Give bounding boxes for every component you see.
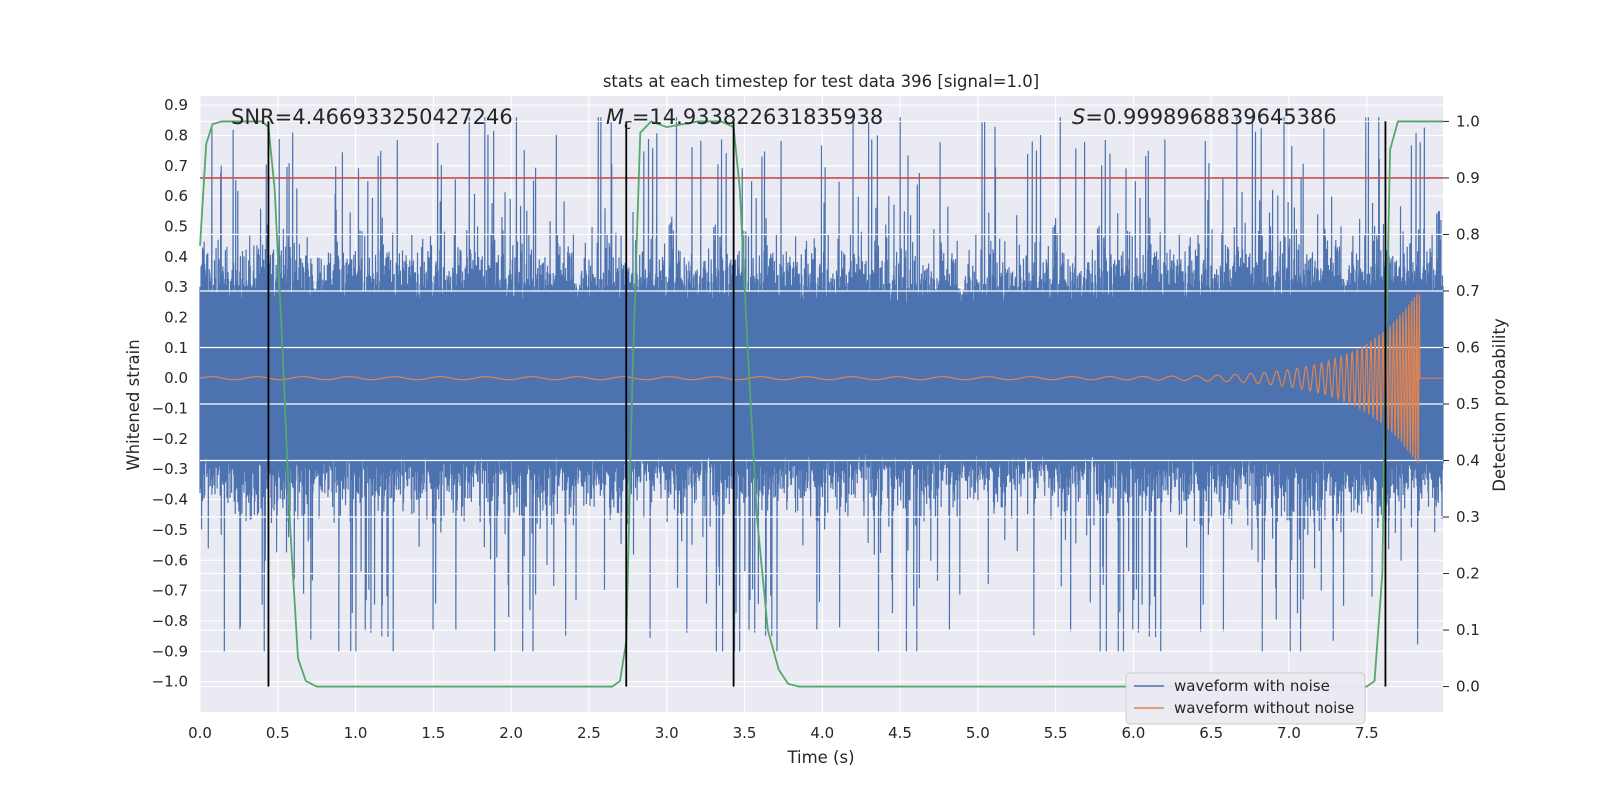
y-left-tick-label: −0.2 (152, 430, 188, 448)
x-axis-label: Time (s) (786, 748, 854, 767)
x-tick-label: 7.0 (1277, 724, 1301, 742)
x-tick-label: 2.5 (577, 724, 601, 742)
y-right-tick-label: 0.6 (1456, 338, 1480, 356)
y-right-tick-label: 0.4 (1456, 452, 1480, 470)
legend-label-clean: waveform without noise (1174, 699, 1354, 717)
clean-waveform-line (199, 293, 1443, 464)
mc-subscript: c (624, 117, 632, 133)
legend-box (1125, 672, 1366, 725)
y-right-tick-label: 0.7 (1456, 282, 1480, 300)
y-axis-left-ticks: 0.9 0.8 0.7 0.6 0.5 0.4 0.3 0.2 0.1 0.0 −0.1 −0.2 −0… (152, 96, 188, 691)
y-left-tick-label: −0.5 (152, 521, 188, 539)
vertical-markers (267, 121, 1387, 687)
legend-label-noisy: waveform with noise (1174, 677, 1330, 695)
mc-symbol: M (606, 105, 624, 129)
s-symbol: S (1072, 105, 1085, 129)
s-value: =0.9998968839645386 (1085, 105, 1336, 129)
y-right-tick-label: 0.5 (1456, 395, 1480, 413)
y-right-tick-label: 0.2 (1456, 565, 1480, 583)
x-tick-label: 5.5 (1044, 724, 1068, 742)
x-tick-label: 3.5 (733, 724, 757, 742)
legend: waveform with noise waveform without noi… (1125, 672, 1366, 725)
y-left-tick-label: 0.4 (164, 248, 188, 266)
y-left-tick-label: 0.5 (164, 217, 188, 235)
x-tick-label: 7.5 (1355, 724, 1379, 742)
y-left-tick-label: 0.1 (164, 339, 188, 357)
snr-annotation: SNR=4.466933250427246 (231, 105, 513, 129)
y-right-tick-label: 0.8 (1456, 225, 1480, 243)
y-left-tick-label: 0.2 (164, 309, 188, 327)
x-tick-label: 3.0 (655, 724, 679, 742)
y-axis-right-ticks: 0.0 0.1 0.2 0.3 0.4 0.5 0.6 0.7 0.8 0.9 1.0 (1443, 112, 1480, 696)
y-right-tick-label: 0.9 (1456, 169, 1480, 187)
y-right-tick-label: 0.3 (1456, 508, 1480, 526)
x-tick-label: 0.5 (266, 724, 290, 742)
y-left-tick-label: −0.1 (152, 400, 188, 418)
y-left-tick-label: 0.8 (164, 126, 188, 144)
x-axis-ticks: 0.0 0.5 1.0 1.5 2.0 2.5 3.0 3.5 4.0 4.5 5.0 5.5 6.0 6… (188, 724, 1379, 742)
y-right-tick-label: 1.0 (1456, 112, 1480, 130)
x-tick-label: 2.0 (499, 724, 523, 742)
y-left-tick-label: −0.7 (152, 582, 188, 600)
y-left-tick-label: 0.3 (164, 278, 188, 296)
y-axis-right-label: Detection probability (1490, 318, 1509, 492)
x-tick-label: 6.5 (1199, 724, 1223, 742)
y-left-tick-label: −0.8 (152, 612, 188, 630)
x-tick-label: 6.0 (1121, 724, 1145, 742)
y-left-tick-label: −0.9 (152, 642, 188, 660)
y-left-tick-label: 0.0 (164, 369, 188, 387)
y-left-tick-label: −0.4 (152, 491, 188, 509)
mc-annotation: Mc=14.933822631835938 (606, 105, 883, 133)
y-axis-left-label: Whitened strain (124, 339, 143, 470)
s-annotation: S=0.9998968839645386 (1072, 105, 1337, 129)
x-tick-label: 4.5 (888, 724, 912, 742)
mc-value: =14.933822631835938 (632, 105, 883, 129)
noisy-waveform-series (199, 117, 1444, 652)
y-right-tick-label: 0.1 (1456, 621, 1480, 639)
y-left-tick-label: −0.6 (152, 551, 188, 569)
x-tick-label: 0.0 (188, 724, 212, 742)
clean-waveform-series (199, 293, 1443, 464)
chart-title: stats at each timestep for test data 396… (603, 72, 1039, 91)
x-tick-label: 1.0 (344, 724, 368, 742)
noisy-waveform-line (199, 117, 1444, 652)
x-tick-label: 1.5 (421, 724, 445, 742)
y-left-tick-label: 0.7 (164, 157, 188, 175)
y-right-tick-label: 0.0 (1456, 678, 1480, 696)
y-left-tick-label: −1.0 (152, 673, 188, 691)
y-left-tick-label: 0.9 (164, 96, 188, 114)
x-tick-label: 4.0 (810, 724, 834, 742)
x-tick-label: 5.0 (966, 724, 990, 742)
y-left-tick-label: 0.6 (164, 187, 188, 205)
y-left-tick-label: −0.3 (152, 460, 188, 478)
